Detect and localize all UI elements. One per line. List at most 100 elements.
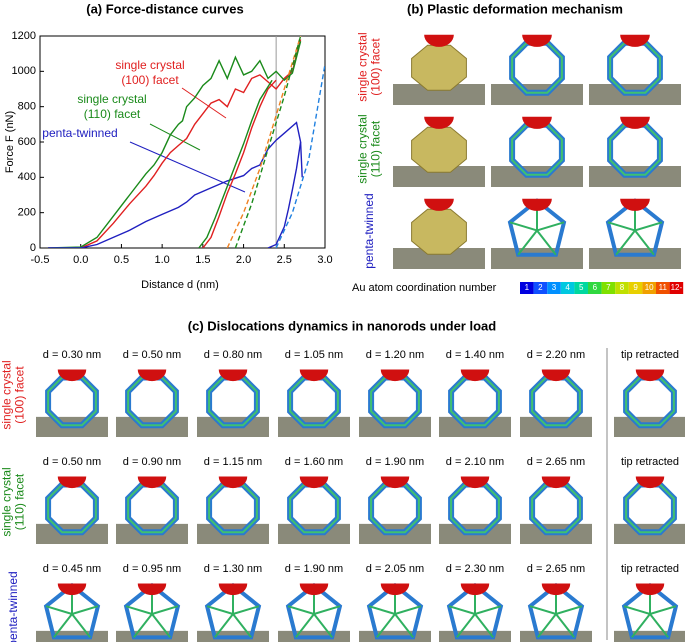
- edge: [517, 229, 538, 256]
- particle-inner: [531, 376, 581, 427]
- particle: [366, 582, 424, 640]
- edge: [536, 229, 557, 256]
- frame-label: d = 0.80 nm: [204, 349, 262, 361]
- x-tick-label: 2.0: [236, 254, 251, 266]
- edge: [615, 229, 636, 256]
- series-label: (110) facet: [84, 107, 141, 121]
- particle: [204, 582, 262, 640]
- floor: [393, 248, 485, 269]
- particle: [621, 582, 679, 640]
- colorbar-tick-label: 8: [620, 283, 625, 292]
- floor: [393, 166, 485, 187]
- frame-label: d = 1.40 nm: [446, 349, 504, 361]
- tip: [424, 116, 454, 129]
- particle-inner: [127, 483, 177, 534]
- thumbnail: [36, 579, 108, 642]
- series-line: [275, 64, 325, 248]
- tip: [57, 583, 87, 596]
- y-tick-label: 800: [18, 101, 36, 113]
- thumbnail: [439, 365, 511, 437]
- thumbnail: [278, 365, 350, 437]
- row-label: single crystal: [356, 114, 370, 183]
- series-label: penta-twinned: [42, 126, 117, 140]
- panel-title: (c) Dislocations dynamics in nanorods un…: [188, 318, 496, 333]
- arrow: [149, 123, 201, 151]
- colorbar-tick-label: 9: [633, 283, 638, 292]
- tip: [620, 198, 650, 211]
- thumbnail: [614, 472, 685, 544]
- tip: [424, 198, 454, 211]
- particle: [411, 44, 467, 91]
- frame-label: d = 1.05 nm: [285, 349, 343, 361]
- tip: [522, 116, 552, 129]
- edge: [313, 613, 333, 638]
- x-tick-label: -0.5: [31, 254, 50, 266]
- x-tick-label: 1.0: [154, 254, 169, 266]
- frame-label: d = 2.20 nm: [527, 349, 585, 361]
- colorbar-cell: [588, 282, 602, 294]
- edge: [474, 605, 502, 615]
- particle-inner: [370, 376, 420, 427]
- thumbnail: [589, 112, 681, 187]
- colorbar-label: Au atom coordination number: [352, 282, 497, 294]
- colorbar-tick-label: 3: [552, 283, 557, 292]
- colorbar-cell: [642, 282, 656, 294]
- particle-inner: [47, 483, 97, 534]
- colorbar-tick-label: 2: [538, 283, 543, 292]
- thumbnail: [491, 30, 583, 105]
- thumbnail: [439, 472, 511, 544]
- tip: [522, 34, 552, 47]
- edge: [634, 229, 655, 256]
- arrow: [181, 87, 227, 119]
- colorbar-cell: [520, 282, 534, 294]
- colorbar-tick-label: 11: [659, 283, 668, 292]
- y-axis-label: Force F (nN): [4, 111, 16, 173]
- particle-inner: [511, 123, 563, 176]
- thumbnail: [116, 579, 188, 642]
- chart-title: (a) Force-distance curves: [86, 1, 244, 16]
- particle-inner: [370, 483, 420, 534]
- edge: [232, 605, 260, 615]
- tip: [299, 476, 329, 489]
- particle: [446, 582, 504, 640]
- thumbnail: [116, 472, 188, 544]
- series-line: [48, 121, 303, 248]
- frame-label: d = 1.20 nm: [366, 349, 424, 361]
- thumbnail: [520, 579, 592, 642]
- edge: [214, 613, 234, 638]
- tip: [137, 369, 167, 382]
- particle-inner: [450, 376, 500, 427]
- series-label: single crystal: [115, 58, 184, 72]
- x-tick-label: 1.5: [195, 254, 210, 266]
- frame-label: tip retracted: [621, 349, 679, 361]
- edge: [529, 605, 557, 615]
- frame-label: d = 2.30 nm: [446, 563, 504, 575]
- edge: [634, 221, 663, 232]
- particle-inner: [289, 483, 339, 534]
- thumbnail: [359, 472, 431, 544]
- series-label: single crystal: [77, 92, 146, 106]
- colorbar-cell: [628, 282, 643, 294]
- frame-label: d = 2.10 nm: [446, 456, 504, 468]
- row-label: single crystal: [0, 467, 14, 536]
- edge: [151, 613, 171, 638]
- edge: [474, 613, 494, 638]
- row-label: (110) facet: [369, 120, 383, 177]
- row-label: single crystal: [356, 32, 370, 101]
- edge: [536, 221, 565, 232]
- y-tick-label: 1200: [12, 30, 36, 42]
- colorbar-cell: [601, 282, 616, 294]
- thumbnail: [393, 30, 485, 105]
- edge: [631, 613, 651, 638]
- edge: [537, 613, 557, 638]
- edge: [368, 605, 396, 615]
- tip: [541, 476, 571, 489]
- tip: [620, 34, 650, 47]
- series-line: [202, 79, 277, 248]
- frame-label: d = 0.95 nm: [123, 563, 181, 575]
- particle-inner: [531, 483, 581, 534]
- particle: [43, 582, 101, 640]
- particle: [507, 198, 567, 257]
- series-line: [48, 39, 302, 248]
- thumbnail: [614, 365, 685, 437]
